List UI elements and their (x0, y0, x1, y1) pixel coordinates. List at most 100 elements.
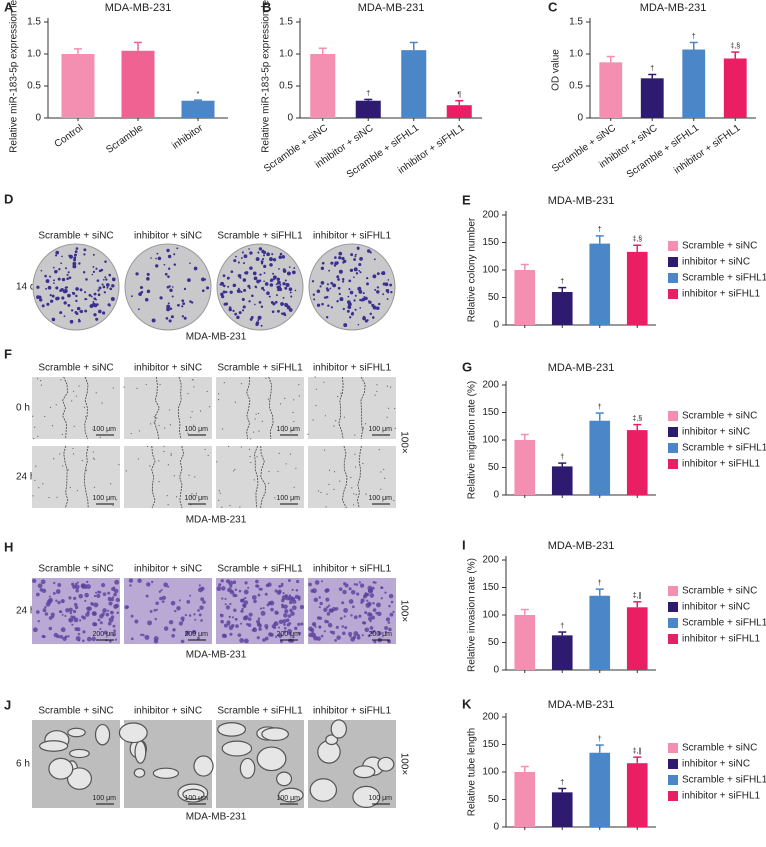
bar (589, 420, 611, 495)
cell (76, 627, 81, 632)
colony (75, 287, 79, 291)
cell (65, 608, 70, 613)
colony (140, 290, 144, 294)
cell (110, 615, 115, 619)
colony (221, 295, 225, 299)
colony (229, 290, 233, 294)
colony (288, 287, 293, 291)
cell (216, 461, 218, 463)
cell (239, 638, 244, 643)
colony (339, 297, 344, 302)
colony (44, 274, 47, 278)
cell (362, 427, 365, 429)
colony (341, 256, 345, 261)
cell (285, 618, 290, 623)
scale-label: 100 μm (369, 426, 393, 433)
panel-label: H (4, 539, 13, 554)
cell (289, 608, 293, 612)
bar (626, 251, 648, 325)
colony (280, 302, 284, 306)
colony (376, 272, 380, 276)
panel-label: K (462, 696, 472, 711)
significance-mark: ‡,§ (730, 43, 740, 50)
cell (114, 638, 118, 641)
cell (324, 619, 328, 624)
column-header: Scramble + siNC (38, 564, 113, 575)
wound-edge (151, 445, 156, 509)
colony (349, 290, 354, 295)
colony (49, 275, 52, 278)
cell (279, 403, 282, 405)
cell (311, 588, 317, 594)
cell (229, 602, 232, 606)
cell (333, 471, 336, 473)
colony (61, 277, 66, 282)
panel-caption: MDA-MB-231 (186, 650, 247, 661)
colony (167, 267, 171, 270)
colony (52, 266, 55, 269)
cell (387, 621, 391, 624)
cell (226, 620, 231, 625)
colony (59, 311, 63, 315)
y-tick-label: 0 (493, 822, 499, 833)
bar (514, 772, 536, 827)
colony (165, 317, 169, 320)
colony (100, 268, 104, 272)
colony (47, 285, 52, 290)
cell (267, 398, 269, 400)
colony (343, 323, 348, 328)
bar (551, 466, 573, 495)
colony (359, 257, 363, 261)
cell (137, 578, 142, 583)
scale-label: 100 μm (93, 426, 117, 433)
colony (338, 256, 342, 260)
cell (384, 626, 389, 630)
colony (239, 276, 242, 279)
cell (268, 470, 270, 473)
colony (64, 286, 68, 289)
cell (86, 584, 91, 590)
colony (372, 274, 377, 279)
cell (156, 417, 158, 419)
tube-void (94, 723, 111, 746)
panel-caption: MDA-MB-231 (186, 515, 247, 526)
tube-void (66, 767, 92, 790)
legend-swatch (668, 602, 678, 612)
colony (257, 315, 262, 320)
cell (190, 495, 193, 497)
cell (266, 603, 270, 607)
colony (183, 316, 187, 320)
colony (61, 296, 65, 300)
cell (328, 469, 331, 472)
colony (293, 267, 296, 269)
tube-void (217, 722, 247, 737)
cell (78, 385, 80, 387)
cell (253, 431, 255, 433)
cell (72, 447, 74, 450)
colony (266, 291, 270, 295)
colony (168, 285, 171, 288)
cell (93, 594, 97, 598)
y-tick-label: 200 (482, 712, 499, 723)
colony (97, 293, 101, 297)
colony (144, 297, 149, 302)
y-tick-label: 100 (482, 767, 499, 778)
cell (372, 581, 376, 584)
cell (367, 616, 373, 622)
colony (222, 284, 226, 288)
colony (347, 305, 352, 310)
cell (116, 499, 118, 501)
colony (56, 270, 58, 273)
tube-void (118, 722, 148, 744)
colony (269, 257, 273, 262)
cell (202, 600, 206, 604)
colony (382, 293, 385, 296)
cell (394, 407, 396, 410)
cell (231, 616, 235, 619)
legend-label: Scramble + siFHL1 (682, 273, 766, 284)
colony (155, 257, 157, 260)
cell (388, 407, 390, 409)
colony (182, 302, 186, 306)
cell (287, 579, 291, 582)
culture-plate (308, 243, 396, 331)
